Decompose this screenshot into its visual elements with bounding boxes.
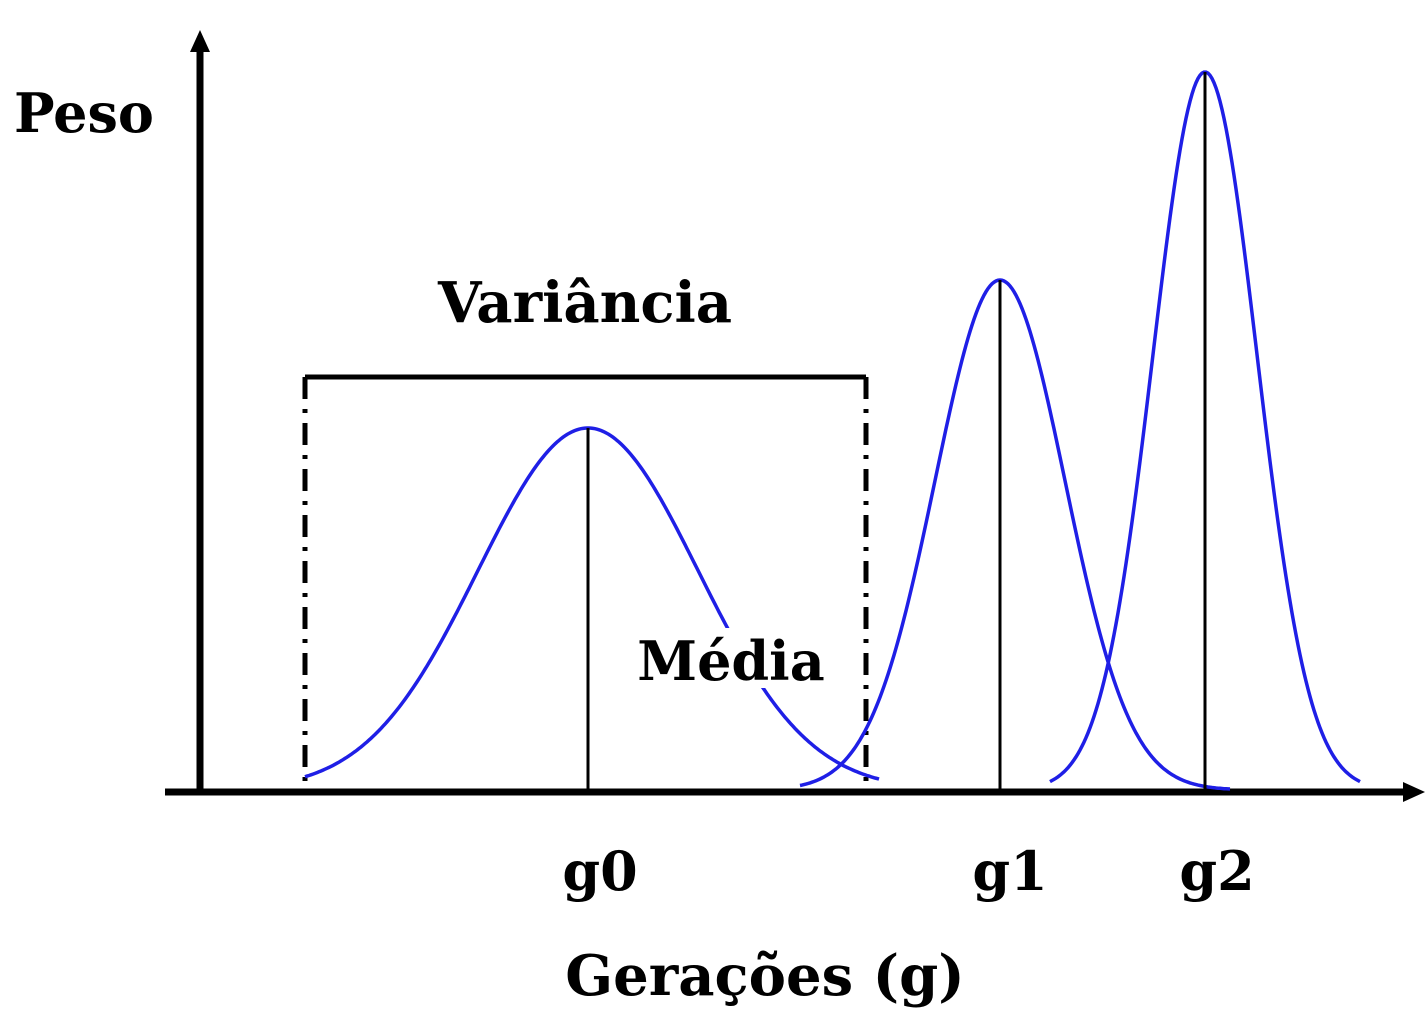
y-axis-label: Peso	[14, 81, 154, 145]
curve-g0	[304, 426, 880, 781]
y-axis-arrowhead	[190, 30, 210, 52]
mean-lines	[586, 72, 1207, 790]
x-tick-label-g1: g1	[972, 839, 1047, 903]
variance-label: Variância	[437, 270, 732, 336]
x-tick-label-g0: g0	[562, 839, 637, 903]
variance-bracket	[302, 374, 869, 790]
mean-label: Média	[637, 629, 824, 693]
x-tick-label-g2: g2	[1179, 839, 1254, 903]
mean-label-background	[618, 628, 844, 688]
x-axis-arrowhead	[1403, 782, 1425, 802]
x-axis-label: Gerações (g)	[565, 943, 965, 1009]
curve-g1	[799, 278, 1231, 791]
